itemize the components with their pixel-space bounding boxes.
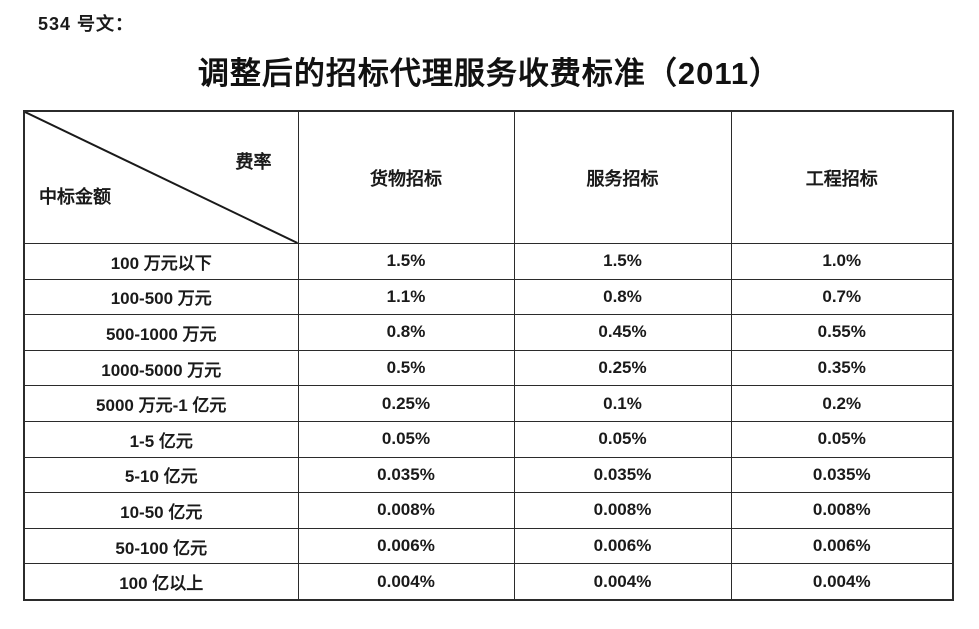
bid-amount-range-cell: 5-10 亿元	[23, 456, 299, 494]
page-title: 调整后的招标代理服务收费标准（2011）	[197, 56, 782, 91]
fee-rate-cell: 0.035%	[730, 456, 954, 494]
diagonal-divider-line	[25, 112, 297, 243]
fee-rate-cell: 0.004%	[730, 563, 954, 601]
bid-amount-range-cell: 100-500 万元	[23, 278, 299, 316]
bid-amount-range-cell: 5000 万元-1 亿元	[23, 385, 299, 422]
fee-rate-cell: 0.2%	[730, 385, 954, 422]
fee-rate-cell: 0.008%	[297, 492, 515, 529]
fee-rate-cell: 0.006%	[297, 527, 515, 565]
fee-rate-cell: 1.5%	[513, 243, 732, 280]
fee-rate-cell: 0.25%	[513, 349, 732, 387]
fee-rate-cell: 0.004%	[297, 563, 515, 601]
table-row: 100 亿以上 0.004% 0.004% 0.004%	[23, 563, 954, 601]
fee-rate-cell: 0.1%	[513, 385, 732, 422]
fee-rate-cell: 0.05%	[730, 420, 954, 458]
column-header-service-bidding: 服务招标	[513, 110, 732, 244]
header-row: 费率 中标金额 货物招标 服务招标 工程招标	[23, 110, 954, 244]
table-row: 10-50 亿元 0.008% 0.008% 0.008%	[23, 492, 954, 529]
fee-rate-cell: 0.004%	[513, 563, 732, 601]
fee-rate-cell: 0.006%	[513, 527, 732, 565]
doc-number-label: 534 号文：	[38, 14, 135, 34]
bid-amount-range-cell: 1-5 亿元	[23, 420, 299, 458]
fee-rate-cell: 1.1%	[297, 278, 515, 316]
table-row: 500-1000 万元 0.8% 0.45% 0.55%	[23, 314, 954, 351]
fee-rate-cell: 0.35%	[730, 349, 954, 387]
bid-amount-range-cell: 500-1000 万元	[23, 314, 299, 351]
fee-rate-cell: 0.008%	[513, 492, 732, 529]
fee-rate-cell: 0.55%	[730, 314, 954, 351]
fee-rate-table: 费率 中标金额 货物招标 服务招标 工程招标 100 万元以下 1.5% 1.5% 1…	[23, 110, 954, 601]
fee-rate-cell: 1.5%	[297, 243, 515, 280]
fee-rate-cell: 0.8%	[297, 314, 515, 351]
fee-rate-cell: 0.05%	[513, 420, 732, 458]
fee-rate-cell: 0.035%	[513, 456, 732, 494]
table-row: 5-10 亿元 0.035% 0.035% 0.035%	[23, 456, 954, 494]
fee-rate-cell: 0.25%	[297, 385, 515, 422]
fee-table-header: 费率 中标金额 货物招标 服务招标 工程招标	[23, 110, 954, 244]
fee-rate-cell: 0.05%	[297, 420, 515, 458]
bid-amount-range-cell: 10-50 亿元	[23, 492, 299, 529]
bid-amount-range-cell: 1000-5000 万元	[23, 349, 299, 387]
column-header-goods-bidding: 货物招标	[297, 110, 515, 244]
fee-rate-cell: 0.006%	[730, 527, 954, 565]
fee-rate-cell: 0.7%	[730, 278, 954, 316]
fee-rate-cell: 0.035%	[297, 456, 515, 494]
table-row: 100-500 万元 1.1% 0.8% 0.7%	[23, 278, 954, 316]
corner-label-rate: 费率	[235, 152, 272, 172]
table-row: 50-100 亿元 0.006% 0.006% 0.006%	[23, 527, 954, 565]
bid-amount-range-cell: 100 亿以上	[23, 563, 299, 601]
column-header-engineering-bidding: 工程招标	[730, 110, 954, 244]
fee-rate-cell: 0.008%	[730, 492, 954, 529]
corner-label-bid-amount: 中标金额	[39, 187, 111, 207]
fee-rate-cell: 1.0%	[730, 243, 954, 280]
fee-table-body: 100 万元以下 1.5% 1.5% 1.0% 100-500 万元 1.1% 0.8% 0.…	[23, 243, 954, 601]
table-row: 100 万元以下 1.5% 1.5% 1.0%	[23, 243, 954, 280]
fee-rate-cell: 0.5%	[297, 349, 515, 387]
bid-amount-range-cell: 50-100 亿元	[23, 527, 299, 565]
table-row: 1-5 亿元 0.05% 0.05% 0.05%	[23, 420, 954, 458]
table-row: 1000-5000 万元 0.5% 0.25% 0.35%	[23, 349, 954, 387]
table-row: 5000 万元-1 亿元 0.25% 0.1% 0.2%	[23, 385, 954, 422]
corner-header-cell: 费率 中标金额	[23, 110, 299, 244]
fee-rate-cell: 0.45%	[513, 314, 732, 351]
fee-rate-cell: 0.8%	[513, 278, 732, 316]
bid-amount-range-cell: 100 万元以下	[23, 243, 299, 280]
